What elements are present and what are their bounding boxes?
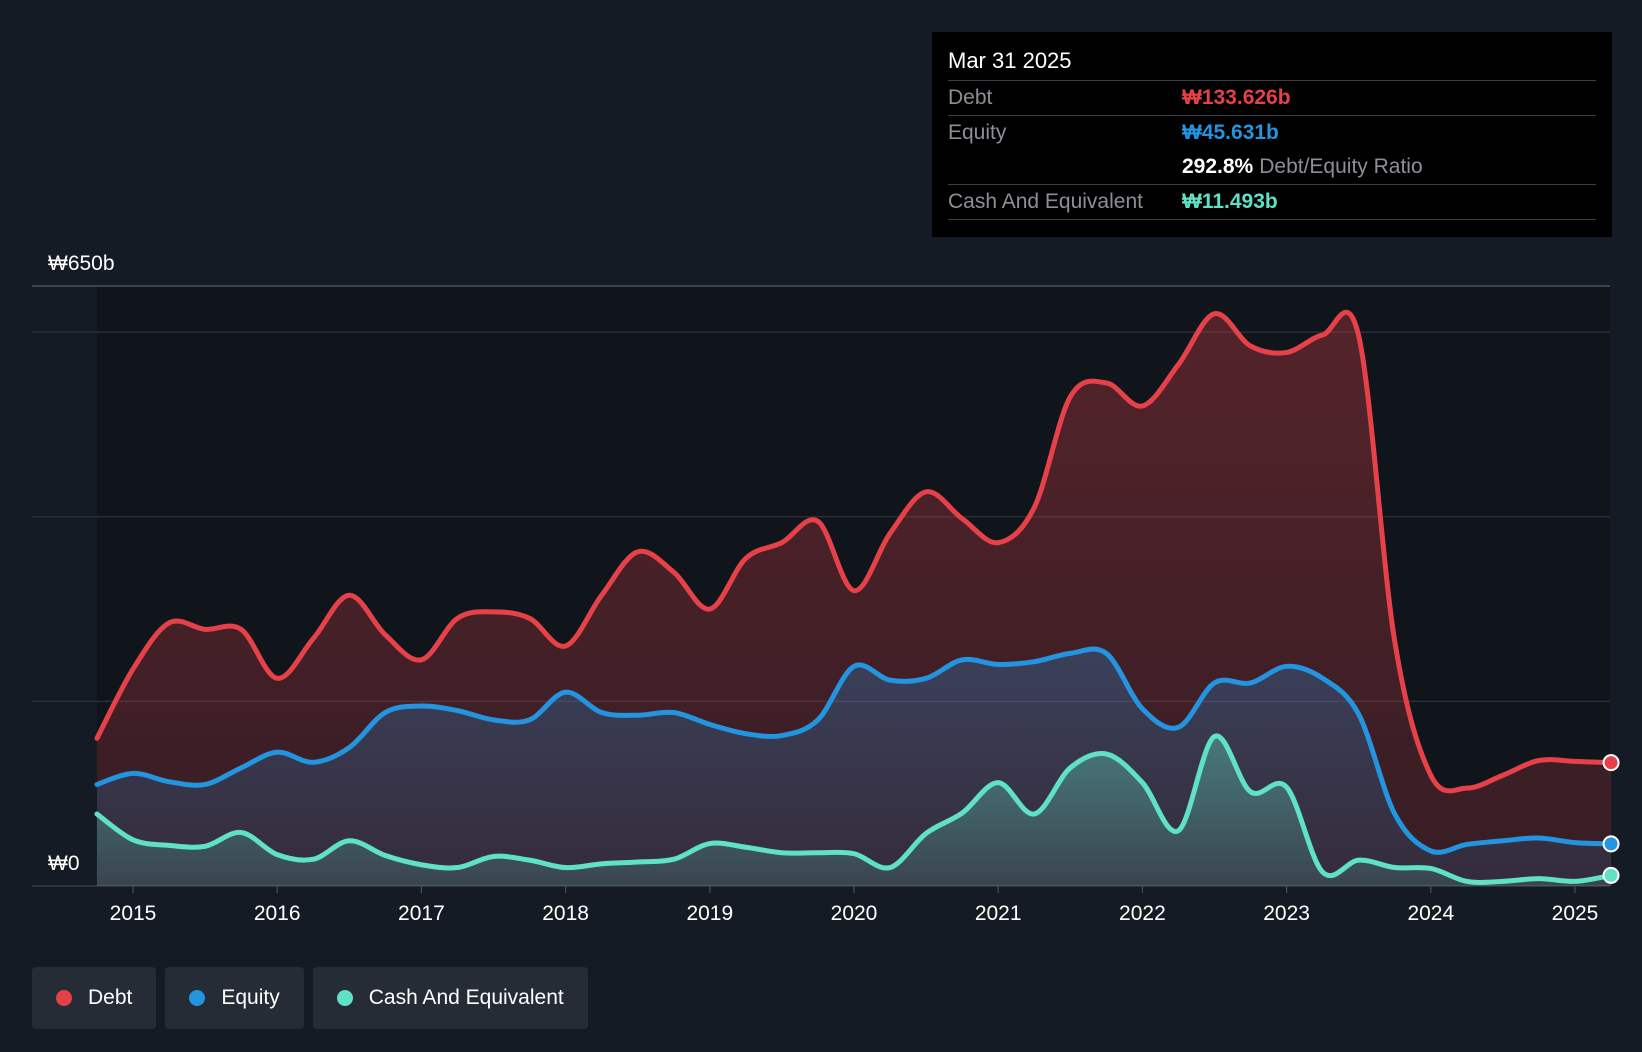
line-cash [94, 733, 1614, 885]
legend-debt-label: Debt [88, 986, 133, 1009]
tooltip-equity-value: ₩45.631b [1182, 121, 1279, 144]
cash-dot-icon [336, 990, 353, 1006]
legend-cash-label: Cash And Equivalent [368, 986, 564, 1009]
x-tick-label-2020: 2020 [831, 902, 878, 925]
x-tick-label-2019: 2019 [686, 902, 733, 925]
area-cash [96, 735, 1612, 886]
legend-item-debt[interactable]: Debt [32, 967, 157, 1029]
x-tick-label-2025: 2025 [1552, 902, 1599, 925]
x-tick-label-2017: 2017 [398, 902, 445, 925]
y-tick-label-max: ₩650b [48, 252, 115, 275]
line-debt [94, 309, 1614, 794]
legend-item-cash[interactable]: Cash And Equivalent [312, 967, 588, 1029]
legend-equity-label: Equity [221, 986, 280, 1009]
end-marker-cash [1602, 866, 1620, 884]
end-marker-equity [1602, 835, 1620, 853]
x-tick-label-2023: 2023 [1263, 902, 1310, 925]
line-equity [94, 646, 1614, 855]
end-marker-debt [1602, 754, 1620, 772]
tooltip-debt-value: ₩133.626b [1182, 86, 1291, 109]
tooltip-debt-row: Debt ₩133.626b [948, 81, 1596, 116]
legend: Debt Equity Cash And Equivalent [32, 967, 588, 1029]
tooltip-equity-label: Equity [948, 121, 1007, 144]
x-tick-label-2016: 2016 [254, 902, 301, 925]
equity-dot-icon [189, 990, 206, 1006]
y-tick-label-zero: ₩0 [48, 852, 80, 875]
tooltip-debt-label: Debt [948, 86, 993, 109]
tooltip-ratio-label: Debt/Equity Ratio [1259, 155, 1423, 178]
axes: 2015 2016 2017 2018 2019 2020 2021 2022 2023 2024… [48, 252, 1598, 925]
tooltip-panel: Mar 31 2025 Debt ₩133.626b Equity ₩45.63… [932, 32, 1612, 237]
debt-dot-icon [56, 990, 72, 1006]
tooltip-equity-row: Equity ₩45.631b [948, 116, 1596, 150]
legend-item-equity[interactable]: Equity [165, 967, 304, 1029]
tooltip-ratio-value: 292.8% [1182, 155, 1254, 178]
x-tick-label-2021: 2021 [975, 902, 1022, 925]
tooltip-cash-value: ₩11.493b [1182, 190, 1278, 213]
x-tick-label-2024: 2024 [1407, 902, 1454, 925]
end-markers [1602, 754, 1620, 884]
tooltip-cash-label: Cash And Equivalent [948, 190, 1143, 213]
series-lines [94, 309, 1614, 885]
tooltip-cash-row: Cash And Equivalent ₩11.493b [948, 185, 1596, 220]
series-areas [96, 312, 1612, 886]
x-tick-label-2018: 2018 [542, 902, 589, 925]
tooltip-date: Mar 31 2025 [948, 46, 1596, 81]
x-tick-label-2015: 2015 [110, 902, 157, 925]
x-tick-label-2022: 2022 [1119, 902, 1166, 925]
tooltip-ratio-row: 292.8% Debt/Equity Ratio [948, 150, 1596, 185]
